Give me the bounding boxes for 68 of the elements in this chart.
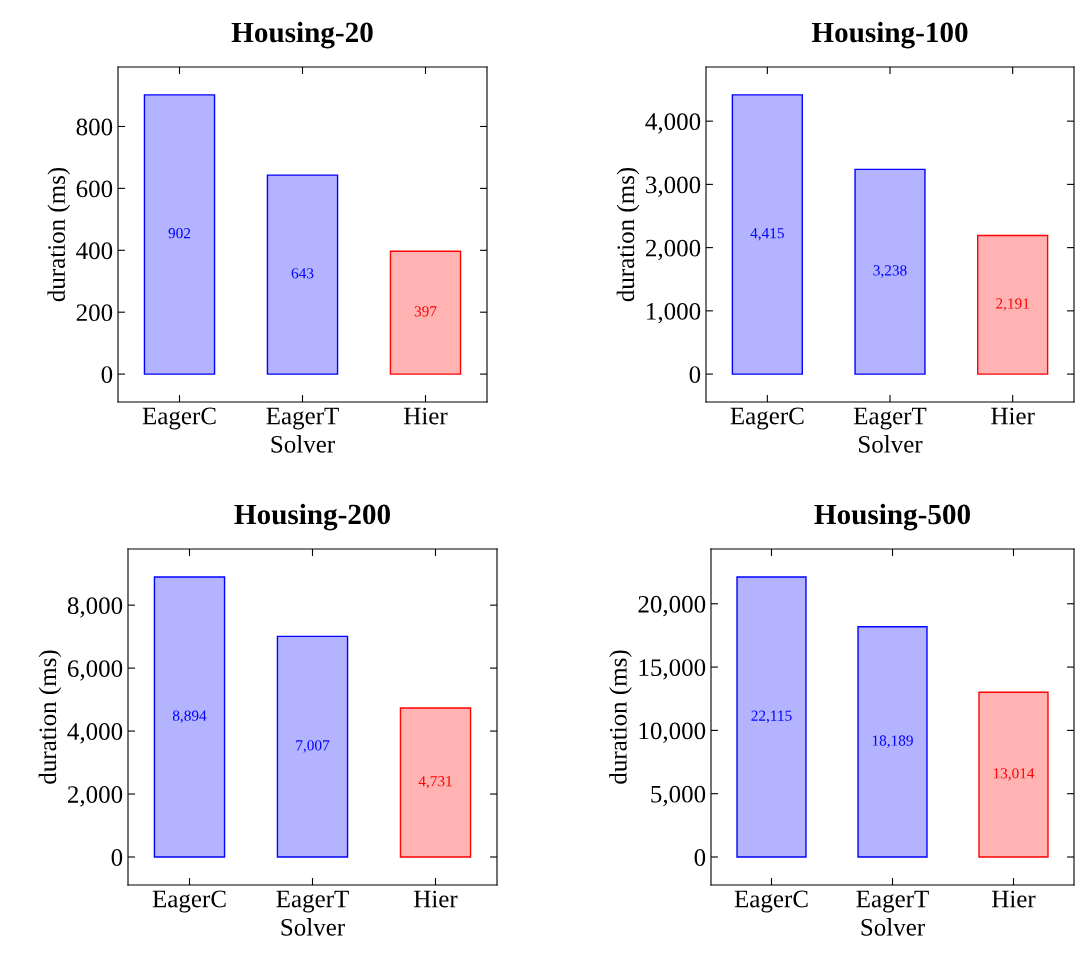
y-tick-label: 4,000 [67, 723, 123, 744]
bar [143, 94, 216, 375]
y-tick-label: 6,000 [67, 660, 123, 681]
x-tick-label: EagerC [734, 890, 808, 913]
bar [731, 94, 803, 375]
data-label: 4,415 [750, 228, 784, 241]
x-axis-title: Solver [281, 918, 345, 936]
data-label: 13,014 [993, 768, 1035, 781]
chart-title: Housing-20 [231, 21, 373, 49]
y-tick-label: 0 [111, 849, 123, 866]
x-tick-label: EagerT [853, 407, 927, 430]
y-axis-title: duration (ms) [609, 650, 632, 784]
x-axis-title: Solver [271, 435, 335, 453]
y-tick-label: 800 [76, 118, 113, 136]
chart-title: Housing-500 [814, 503, 970, 531]
x-tick-label: EagerT [856, 890, 929, 913]
data-label: 902 [168, 228, 191, 239]
x-tick-label: EagerC [142, 407, 216, 430]
y-tick-label: 2,000 [67, 786, 123, 807]
bar [153, 576, 226, 858]
chart-title: Housing-100 [811, 21, 968, 49]
x-tick-label: EagerT [266, 407, 339, 430]
y-tick-label: 1,000 [647, 302, 701, 324]
bar [977, 234, 1049, 375]
bar [857, 626, 928, 858]
bar [399, 707, 472, 858]
bar [736, 576, 807, 858]
y-tick-label: 200 [76, 304, 113, 322]
y-tick-label: 0 [689, 366, 701, 383]
x-tick-label: EagerC [730, 407, 804, 430]
x-tick-label: EagerT [276, 890, 349, 913]
y-tick-label: 20,000 [638, 595, 706, 617]
x-tick-label: Hier [414, 890, 458, 908]
data-label: 2,191 [996, 298, 1029, 311]
bar [276, 635, 349, 858]
x-axis-title: Solver [859, 435, 923, 453]
data-label: 4,731 [418, 776, 452, 789]
y-tick-label: 0 [101, 366, 113, 383]
y-axis-title: duration (ms) [47, 167, 71, 302]
y-tick-label: 3,000 [646, 176, 701, 197]
bar [266, 174, 339, 375]
bar [854, 168, 926, 375]
data-label: 3,238 [873, 265, 907, 278]
data-label: 18,189 [872, 735, 913, 748]
x-tick-label: Hier [404, 407, 448, 425]
bar [389, 250, 462, 375]
y-axis-title: duration (ms) [616, 167, 640, 302]
y-tick-label: 15,000 [639, 659, 706, 680]
y-tick-label: 5,000 [651, 785, 706, 807]
y-tick-label: 600 [76, 180, 113, 198]
chart-title: Housing-200 [234, 503, 390, 531]
data-label: 8,894 [172, 710, 207, 724]
x-tick-label: Hier [991, 407, 1035, 425]
y-tick-label: 400 [76, 242, 113, 260]
y-tick-label: 4,000 [645, 113, 701, 134]
y-tick-label: 8,000 [67, 597, 123, 618]
x-tick-label: Hier [992, 890, 1036, 908]
y-tick-label: 2,000 [645, 239, 701, 261]
bar [978, 691, 1049, 858]
data-label: 22,115 [751, 710, 792, 724]
data-label: 7,007 [296, 740, 330, 753]
y-tick-label: 0 [694, 849, 706, 866]
data-label: 397 [414, 306, 437, 317]
x-tick-label: EagerC [152, 890, 226, 913]
data-label: 643 [291, 268, 314, 279]
y-tick-label: 10,000 [639, 722, 706, 743]
x-axis-title: Solver [861, 918, 925, 936]
y-axis-title: duration (ms) [38, 650, 62, 784]
